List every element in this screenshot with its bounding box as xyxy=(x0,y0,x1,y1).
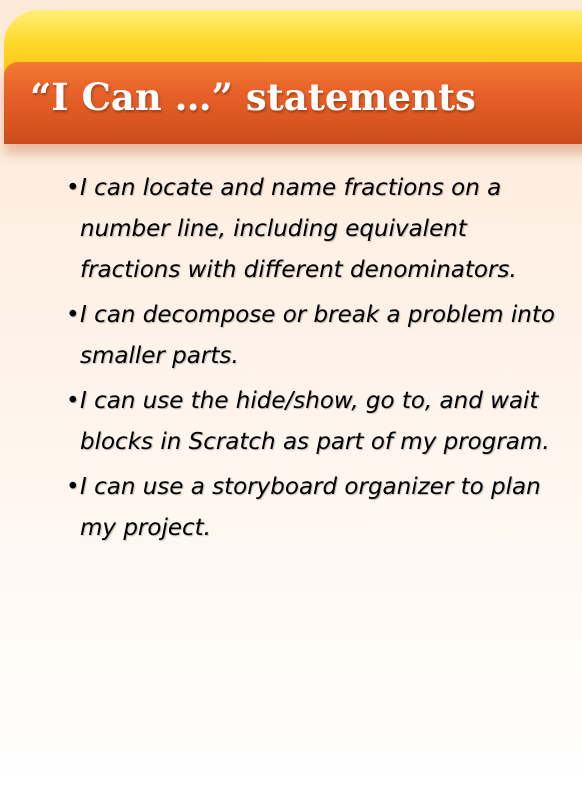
bullet-icon: • xyxy=(66,388,80,414)
statement-item: • I can decompose or break a problem int… xyxy=(66,295,566,377)
statement-list: • I can locate and name fractions on a n… xyxy=(66,168,566,553)
title-bar xyxy=(4,62,582,144)
page-title: “I Can …” statements xyxy=(30,75,476,119)
statement-item: • I can use a storyboard organizer to pl… xyxy=(66,467,566,549)
statement-item: • I can locate and name fractions on a n… xyxy=(66,168,566,291)
statement-text: I can decompose or break a problem into … xyxy=(80,302,555,369)
statement-text: I can locate and name fractions on a num… xyxy=(80,175,517,283)
bullet-icon: • xyxy=(66,474,80,500)
bullet-icon: • xyxy=(66,302,80,328)
bullet-icon: • xyxy=(66,175,80,201)
statement-item: • I can use the hide/show, go to, and wa… xyxy=(66,381,566,463)
statement-text: I can use a storyboard organizer to plan… xyxy=(80,474,541,541)
statement-text: I can use the hide/show, go to, and wait… xyxy=(80,388,550,455)
